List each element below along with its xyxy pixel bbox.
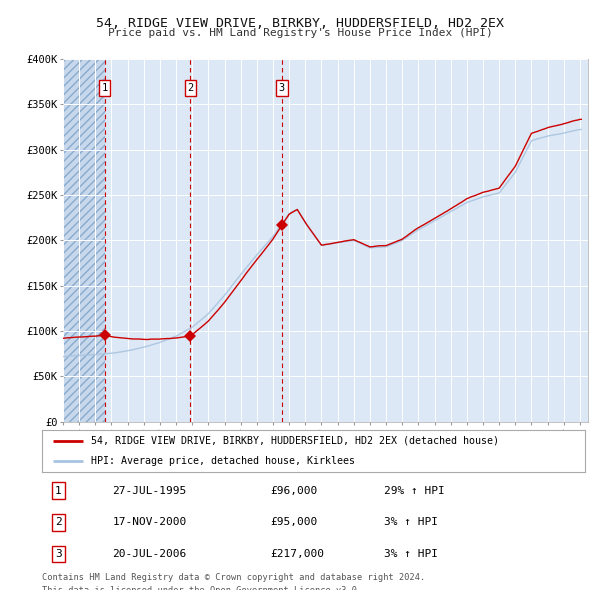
Text: 54, RIDGE VIEW DRIVE, BIRKBY, HUDDERSFIELD, HD2 2EX: 54, RIDGE VIEW DRIVE, BIRKBY, HUDDERSFIE… [96, 17, 504, 30]
Bar [63, 59, 104, 422]
Text: 20-JUL-2006: 20-JUL-2006 [113, 549, 187, 559]
Text: £95,000: £95,000 [270, 517, 317, 527]
Text: £217,000: £217,000 [270, 549, 324, 559]
Text: 29% ↑ HPI: 29% ↑ HPI [384, 486, 445, 496]
Text: 3% ↑ HPI: 3% ↑ HPI [384, 549, 438, 559]
Text: 1: 1 [101, 83, 107, 93]
Text: 1: 1 [55, 486, 62, 496]
Text: 2: 2 [55, 517, 62, 527]
Text: Contains HM Land Registry data © Crown copyright and database right 2024.: Contains HM Land Registry data © Crown c… [42, 573, 425, 582]
Text: 2: 2 [187, 83, 193, 93]
Text: HPI: Average price, detached house, Kirklees: HPI: Average price, detached house, Kirk… [91, 455, 355, 466]
Text: 17-NOV-2000: 17-NOV-2000 [113, 517, 187, 527]
Text: 3% ↑ HPI: 3% ↑ HPI [384, 517, 438, 527]
Text: 54, RIDGE VIEW DRIVE, BIRKBY, HUDDERSFIELD, HD2 2EX (detached house): 54, RIDGE VIEW DRIVE, BIRKBY, HUDDERSFIE… [91, 436, 499, 446]
Text: This data is licensed under the Open Government Licence v3.0.: This data is licensed under the Open Gov… [42, 586, 362, 590]
Text: 3: 3 [279, 83, 285, 93]
Text: 3: 3 [55, 549, 62, 559]
Text: 27-JUL-1995: 27-JUL-1995 [113, 486, 187, 496]
Text: £96,000: £96,000 [270, 486, 317, 496]
Text: Price paid vs. HM Land Registry's House Price Index (HPI): Price paid vs. HM Land Registry's House … [107, 28, 493, 38]
